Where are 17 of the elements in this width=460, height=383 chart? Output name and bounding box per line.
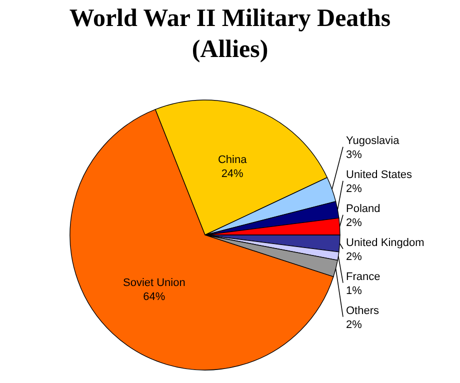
slice-label: China <box>218 154 248 166</box>
slice-label: Others <box>346 304 380 317</box>
data-label: 2% <box>346 216 362 229</box>
slice-label: Soviet Union <box>122 277 186 290</box>
slice-label: France <box>346 270 380 283</box>
slice-label: United Kingdom <box>346 236 424 249</box>
data-label: 24% <box>221 168 244 180</box>
chart-title: World War II Military Deaths (Allies) <box>69 5 391 63</box>
data-label: 1% <box>346 284 362 297</box>
data-label: 2% <box>346 250 362 263</box>
data-label: 64% <box>143 291 166 304</box>
data-label: 3% <box>346 148 362 161</box>
slice-label: Poland <box>346 202 380 215</box>
data-label: 2% <box>346 182 362 195</box>
data-label: 2% <box>346 318 362 331</box>
slice-label: United States <box>346 168 413 181</box>
slice-label: Yugoslavia <box>346 134 400 147</box>
